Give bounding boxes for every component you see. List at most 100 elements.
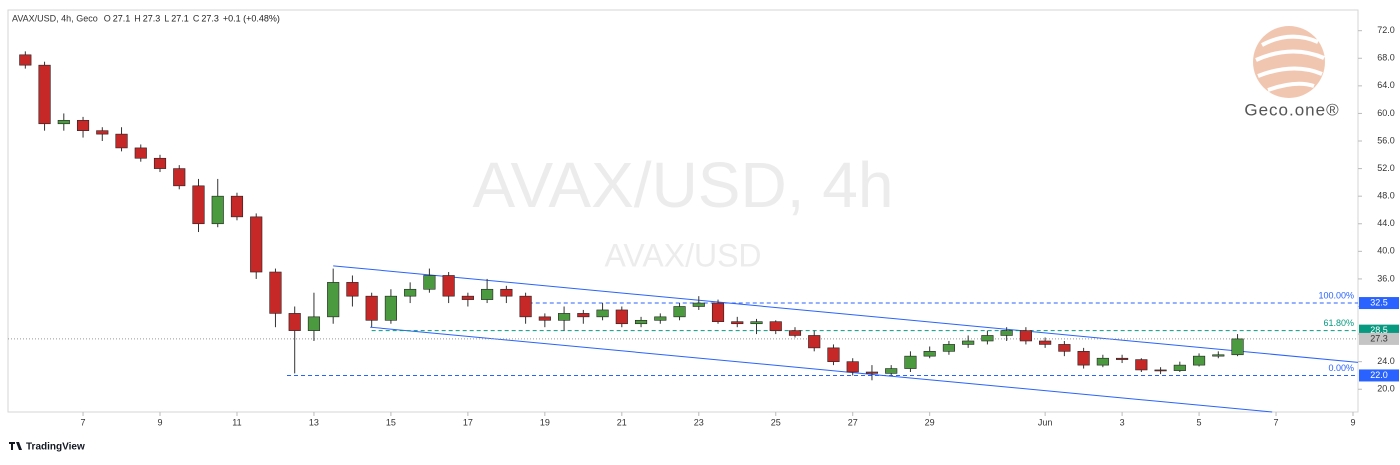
candle-body — [211, 195, 224, 225]
header: AVAX/USD, 4h, Geco O 27.1 H 27.3 L 27.1 C 27.3 +0… — [12, 13, 280, 23]
candle-body — [153, 157, 167, 169]
x-tick-label: 9 — [158, 417, 163, 427]
candle-body — [1192, 355, 1206, 366]
candle-body — [750, 321, 763, 325]
x-tick-label: 15 — [386, 417, 396, 427]
footer-brand: TradingView — [26, 442, 85, 453]
footer-icon — [9, 442, 22, 450]
candle-body — [962, 340, 975, 345]
candle-body — [692, 302, 705, 307]
candle-body — [500, 288, 513, 297]
logo-stripes — [1255, 34, 1325, 92]
candle-body — [1212, 354, 1225, 357]
current-price-label: 27.3 — [1370, 333, 1388, 343]
candle-body — [442, 275, 455, 297]
candle-body — [115, 133, 128, 149]
current-price-badge — [1359, 332, 1399, 345]
symbol-label: AVAX/USD, 4h, Geco — [12, 13, 98, 23]
candle-body — [384, 295, 397, 321]
logo-globe — [1253, 26, 1325, 98]
price-badge-label: 32.5 — [1370, 297, 1388, 307]
candle-body — [76, 120, 90, 131]
candle-body — [173, 168, 186, 187]
price-badge — [1359, 297, 1399, 310]
change-value: +0.1 (+0.48%) — [223, 13, 280, 23]
ohlc-value: 27.3 — [201, 13, 219, 23]
candle-body — [788, 330, 802, 336]
candle-body — [1058, 344, 1071, 352]
ohlc-key: O — [104, 13, 111, 23]
candle-body — [288, 313, 301, 331]
x-tick-label: 11 — [232, 417, 241, 427]
candle-body — [577, 313, 590, 318]
candle-body — [1116, 357, 1129, 360]
candle-body — [1096, 357, 1109, 366]
candle-body — [885, 368, 898, 374]
candle-body — [96, 130, 109, 135]
candle-body — [346, 282, 359, 297]
channel-line — [333, 265, 1359, 363]
x-tick-label: 17 — [463, 417, 473, 427]
candle-body — [250, 216, 263, 273]
candle-body — [134, 147, 147, 159]
y-tick-label: 20.0 — [1377, 384, 1395, 394]
candle-body — [365, 295, 378, 321]
y-tick-label: 24.0 — [1377, 356, 1395, 366]
x-tick-label: 9 — [1350, 417, 1355, 427]
candle-body — [558, 313, 571, 321]
x-tick-label: 29 — [925, 417, 935, 427]
level-name: 100.00% — [1318, 290, 1354, 300]
candle-body — [596, 309, 609, 318]
y-tick-label: 48.0 — [1377, 191, 1395, 201]
candle-body — [230, 195, 244, 218]
candle-body — [731, 321, 744, 325]
candle-body — [1173, 364, 1186, 371]
candle-body — [1154, 369, 1167, 372]
watermark-title: AVAX/USD, 4h — [473, 149, 894, 221]
y-tick-label: 52.0 — [1377, 163, 1395, 173]
candle-body — [404, 288, 417, 297]
x-tick-label: 25 — [771, 417, 781, 427]
candle-body — [711, 302, 725, 322]
level-name: 61.80% — [1323, 318, 1354, 328]
level-name: 0.00% — [1328, 363, 1354, 373]
candle-body — [38, 64, 51, 125]
x-tick-label: 5 — [1197, 417, 1202, 427]
candle-body — [634, 319, 648, 325]
logo-text: Geco.one® — [1244, 100, 1339, 119]
candle-body — [57, 120, 70, 125]
candle-body — [981, 335, 994, 342]
y-tick-label: 64.0 — [1377, 80, 1395, 90]
x-tick-label: 3 — [1120, 417, 1125, 427]
price-badge-label: 22.0 — [1370, 370, 1388, 380]
y-tick-label: 72.0 — [1377, 25, 1395, 35]
candle-body — [307, 316, 321, 331]
candle-body — [327, 282, 340, 318]
x-tick-label: 13 — [309, 417, 319, 427]
y-tick-label: 56.0 — [1377, 135, 1395, 145]
candle-body — [423, 275, 436, 290]
ohlc-value: 27.1 — [113, 13, 131, 23]
candle-body — [769, 321, 782, 331]
candle-body — [654, 316, 667, 321]
ohlc-value: 27.1 — [171, 13, 189, 23]
candle-body — [192, 185, 205, 225]
x-tick-label: 7 — [1274, 417, 1279, 427]
candle-body — [269, 271, 282, 314]
y-tick-label: 36.0 — [1377, 273, 1395, 283]
y-tick-label: 60.0 — [1377, 108, 1395, 118]
ohlc-key: C — [193, 13, 200, 23]
candle-body — [461, 295, 474, 300]
candle-body — [1231, 338, 1244, 356]
candle-body — [673, 306, 686, 318]
ohlc-key: H — [134, 13, 141, 23]
candle-body — [846, 361, 859, 373]
y-tick-label: 40.0 — [1377, 246, 1395, 256]
candle-body — [538, 316, 551, 321]
candle-body — [1019, 330, 1032, 342]
candle-body — [942, 344, 955, 352]
watermark-subtitle: AVAX/USD — [604, 237, 761, 273]
candle-body — [865, 371, 879, 374]
candle-body — [808, 335, 821, 349]
